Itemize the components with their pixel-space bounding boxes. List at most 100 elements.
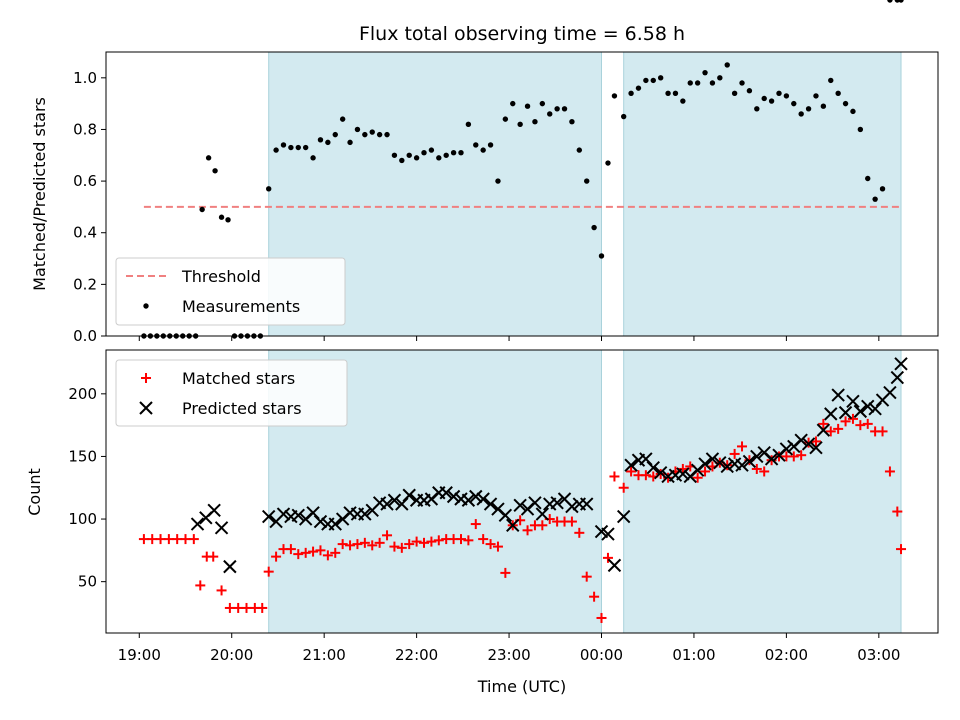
measurement-point xyxy=(709,80,716,86)
predicted-star-marker-b xyxy=(816,423,831,437)
predicted-star-marker xyxy=(214,521,229,535)
measurement-point xyxy=(850,108,856,115)
predicted-star-marker xyxy=(894,357,908,371)
predicted-star-marker-b xyxy=(550,496,564,510)
measurement-point xyxy=(598,253,605,259)
predicted-star-marker xyxy=(565,499,579,514)
predicted-star-marker xyxy=(676,467,690,481)
measurement-point xyxy=(887,0,893,3)
measurement-point xyxy=(317,137,324,143)
matched-star-marker xyxy=(374,537,385,548)
bottom-y-tick-label: 50 xyxy=(78,573,97,591)
x-tick-label: 01:00 xyxy=(672,646,715,664)
measurement-point xyxy=(280,142,287,148)
predicted-star-marker xyxy=(601,527,615,541)
measurement-point xyxy=(694,80,701,86)
matched-star-marker xyxy=(796,450,807,461)
matched-star-marker xyxy=(692,472,703,483)
matched-star-marker xyxy=(188,534,199,545)
matched-star-marker xyxy=(788,451,799,462)
predicted-star-marker xyxy=(831,388,845,402)
matched-star-marker xyxy=(640,470,651,481)
predicted-star-marker xyxy=(861,399,875,414)
measurement-point xyxy=(362,131,368,138)
predicted-star-marker xyxy=(535,507,550,521)
measurement-point xyxy=(857,126,864,133)
matched-star-marker xyxy=(300,547,311,558)
matched-star-marker xyxy=(404,539,415,550)
predicted-star-marker xyxy=(735,458,749,472)
measurement-point xyxy=(872,196,878,202)
matched-star-marker xyxy=(677,463,688,474)
measurement-point xyxy=(413,155,420,161)
measurement-point xyxy=(480,147,486,153)
measurement-point xyxy=(879,186,886,192)
matched-star-marker xyxy=(700,466,711,477)
x-tick-label: 20:00 xyxy=(210,646,253,664)
measurement-point xyxy=(310,155,316,161)
predicted-legend-label: Predicted stars xyxy=(182,399,302,418)
matched-star-marker xyxy=(463,535,474,546)
threshold-legend-label: Threshold xyxy=(181,267,261,286)
measurement-point xyxy=(635,85,642,91)
measurement-point xyxy=(776,90,782,97)
matched-star-marker xyxy=(208,551,219,562)
measurement-point xyxy=(731,90,738,97)
matched-star-marker xyxy=(330,547,341,558)
matched-star-marker xyxy=(455,534,466,545)
predicted-star-marker-b xyxy=(498,508,513,522)
matched-star-marker xyxy=(810,436,821,447)
predicted-star-marker-b xyxy=(646,461,660,475)
bottom-y-axis-label: Count xyxy=(25,468,44,516)
predicted-star-marker xyxy=(498,508,513,522)
predicted-star-marker-b xyxy=(387,493,402,507)
matched-star-marker xyxy=(293,549,304,560)
predicted-star-marker-b xyxy=(653,466,668,480)
matched-star-marker xyxy=(485,539,496,550)
matched-star-marker xyxy=(884,466,895,477)
matched-star-marker xyxy=(877,426,888,437)
x-tick-label: 02:00 xyxy=(765,646,808,664)
predicted-star-marker-b xyxy=(838,405,853,420)
predicted-star-marker-b xyxy=(705,452,720,466)
predicted-star-marker-b xyxy=(343,506,357,520)
measurement-point xyxy=(820,103,827,109)
predicted-star-marker-b xyxy=(698,457,712,471)
predicted-star-marker-b xyxy=(779,442,794,456)
predicted-star-marker-b xyxy=(380,497,394,511)
top-panel: 0.0 0.2 0.4 0.6 0.8 1.0 Matched/Predicted sta… xyxy=(30,0,939,345)
predicted-legend-swatch-b xyxy=(139,401,153,415)
measurement-point xyxy=(584,178,590,184)
measurement-point xyxy=(218,214,225,220)
predicted-star-marker xyxy=(713,455,727,470)
predicted-star-marker-b xyxy=(824,407,838,421)
bottom-y-tick-label: 100 xyxy=(68,510,97,528)
x-tick-label: 22:00 xyxy=(395,646,438,664)
measurement-point xyxy=(828,77,834,84)
predicted-star-marker-b xyxy=(735,458,749,472)
predicted-star-marker-b xyxy=(190,517,205,531)
x-axis-label: Time (UTC) xyxy=(477,677,566,696)
predicted-star-marker-b xyxy=(358,507,372,521)
measurement-point xyxy=(898,0,904,3)
top-y-axis-label: Matched/Predicted stars xyxy=(30,97,49,291)
x-tick-label: 00:00 xyxy=(580,646,623,664)
measurement-point xyxy=(495,178,501,184)
predicted-star-marker xyxy=(794,433,808,447)
measurement-point xyxy=(620,113,627,120)
predicted-star-marker xyxy=(779,442,794,456)
matched-star-marker xyxy=(609,471,620,482)
predicted-star-marker-b xyxy=(809,440,823,455)
predicted-star-marker xyxy=(705,452,720,466)
matched-star-marker xyxy=(195,580,206,591)
matched-star-marker xyxy=(308,546,319,557)
predicted-star-marker-b xyxy=(223,559,237,574)
predicted-star-marker xyxy=(824,407,838,421)
matched-star-marker xyxy=(419,537,430,548)
measurement-point xyxy=(835,90,841,97)
matched-star-marker xyxy=(271,551,282,562)
predicted-star-marker xyxy=(261,509,276,524)
predicted-star-marker xyxy=(883,385,897,400)
predicted-star-marker-b xyxy=(883,385,897,400)
